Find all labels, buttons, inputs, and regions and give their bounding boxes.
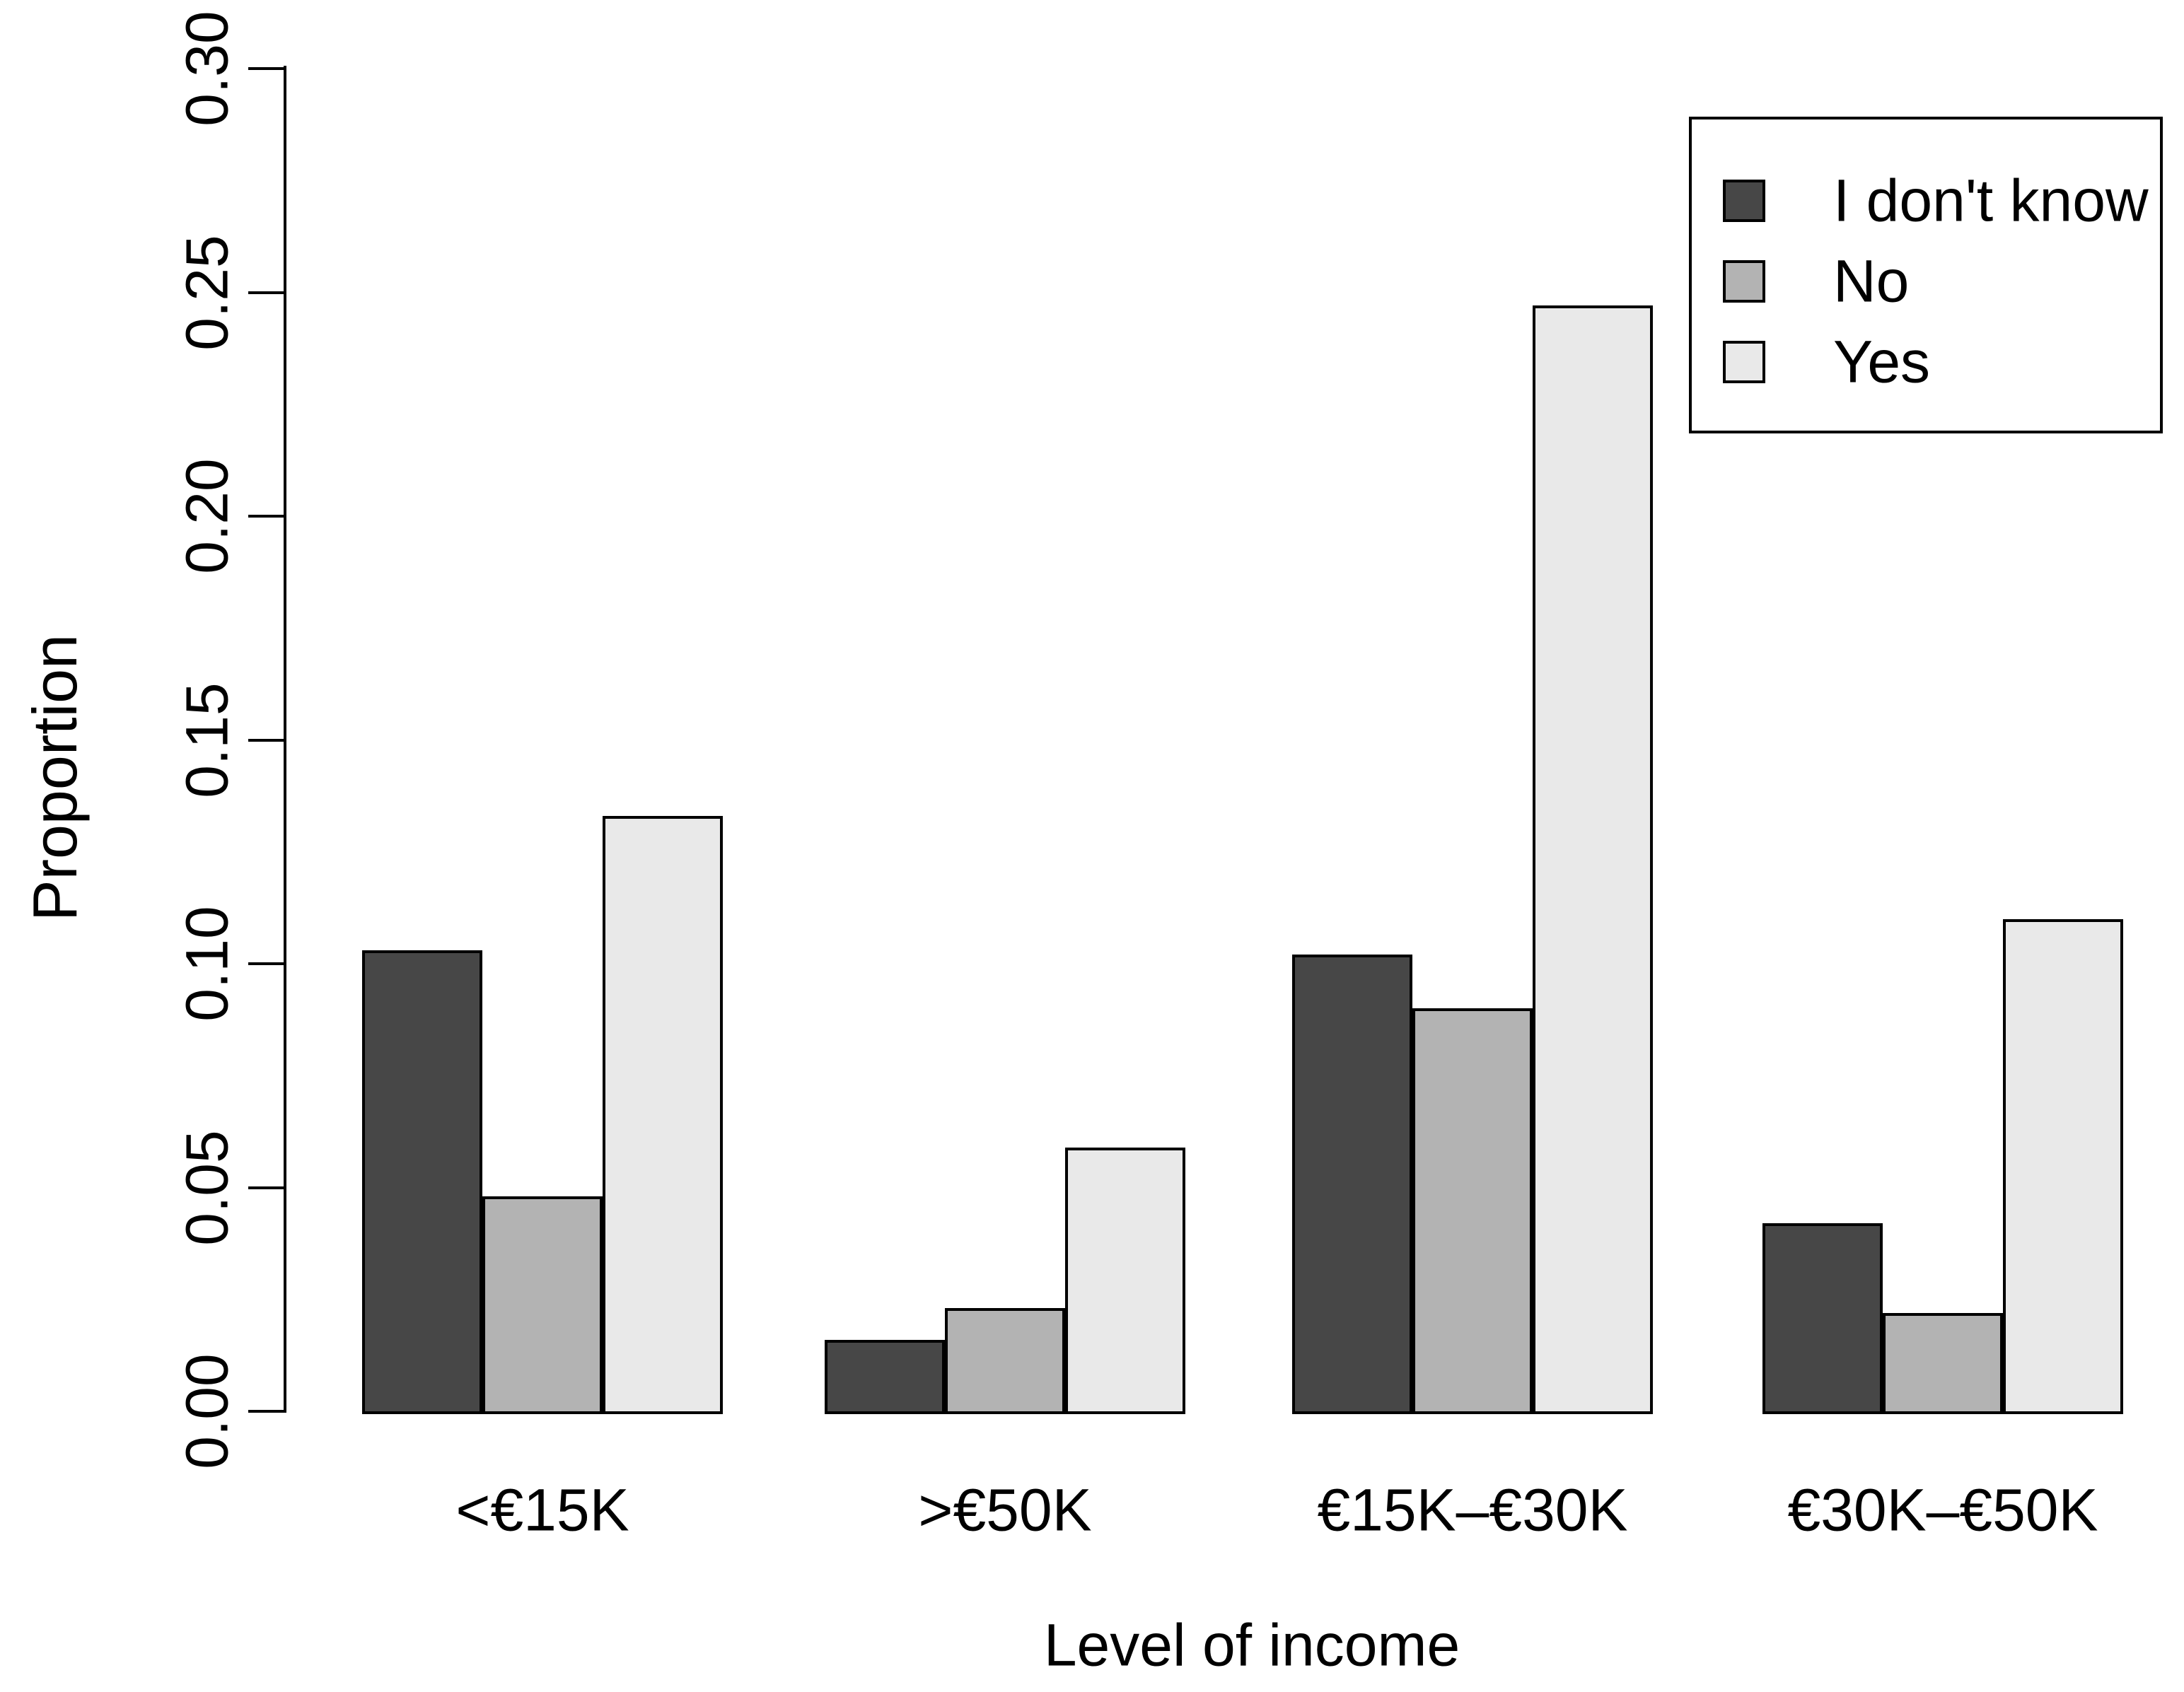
y-tick-label: 0.30 (173, 11, 240, 127)
y-tick-label: 0.20 (173, 458, 240, 574)
legend-swatch-icon (1723, 180, 1765, 222)
y-axis-line (284, 66, 286, 1413)
y-axis-title: Proportion (20, 634, 90, 922)
bar-no-group1 (482, 1196, 603, 1414)
legend-item-label: No (1833, 247, 1910, 315)
legend-item-label: Yes (1833, 328, 1931, 395)
legend-item: No (1692, 248, 2160, 315)
y-tick-mark (248, 67, 284, 70)
legend-item-label: I don't know (1833, 167, 2149, 234)
bar-yes-group3 (1533, 305, 1653, 1414)
y-tick-label: 0.10 (173, 906, 240, 1022)
bar-idk-group2 (825, 1340, 945, 1414)
y-tick-mark (248, 291, 284, 294)
legend-item: Yes (1692, 329, 2160, 395)
x-category-label: €15K–€30K (1317, 1476, 1628, 1544)
y-tick-mark (248, 515, 284, 518)
x-category-label: >€50K (918, 1476, 1092, 1544)
bar-idk-group4 (1762, 1223, 1883, 1414)
bar-yes-group4 (2003, 919, 2123, 1414)
x-axis-title: Level of income (1043, 1611, 1460, 1679)
bar-yes-group2 (1065, 1148, 1185, 1414)
y-tick-label: 0.00 (173, 1353, 240, 1469)
y-tick-mark (248, 962, 284, 965)
y-tick-mark (248, 739, 284, 742)
bar-no-group2 (945, 1308, 1065, 1414)
legend-swatch-icon (1723, 260, 1765, 303)
y-tick-label: 0.25 (173, 235, 240, 351)
bar-yes-group1 (603, 816, 723, 1414)
x-category-label: €30K–€50K (1787, 1476, 2098, 1544)
legend-swatch-icon (1723, 341, 1765, 383)
bar-idk-group3 (1292, 955, 1412, 1414)
x-category-label: <€15K (455, 1476, 629, 1544)
legend: I don't know No Yes (1689, 117, 2163, 433)
y-tick-label: 0.15 (173, 682, 240, 798)
bar-no-group3 (1412, 1008, 1533, 1414)
y-tick-mark (248, 1410, 284, 1413)
y-tick-mark (248, 1186, 284, 1189)
bar-idk-group1 (362, 950, 482, 1414)
y-tick-label: 0.05 (173, 1130, 240, 1246)
bar-no-group4 (1883, 1313, 2003, 1414)
legend-item: I don't know (1692, 168, 2160, 234)
